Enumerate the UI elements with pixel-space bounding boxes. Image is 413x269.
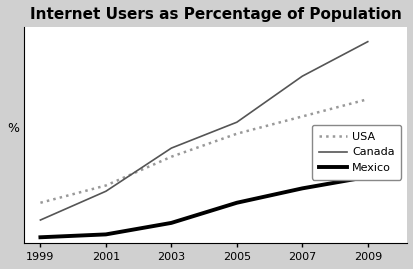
Canada	[38, 218, 43, 222]
Mexico	[103, 233, 108, 236]
Mexico	[234, 201, 239, 204]
Canada	[103, 190, 108, 193]
Mexico	[299, 187, 304, 190]
Line: Mexico: Mexico	[40, 177, 367, 237]
USA	[169, 155, 173, 158]
Mexico	[364, 175, 369, 178]
Canada	[169, 147, 173, 150]
Canada	[299, 75, 304, 78]
USA	[364, 98, 369, 101]
Line: USA: USA	[40, 99, 367, 203]
USA	[38, 201, 43, 204]
USA	[234, 132, 239, 135]
Canada	[364, 40, 369, 43]
USA	[103, 184, 108, 187]
USA	[299, 115, 304, 118]
Legend: USA, Canada, Mexico: USA, Canada, Mexico	[311, 125, 401, 180]
Title: Internet Users as Percentage of Population: Internet Users as Percentage of Populati…	[30, 7, 401, 22]
Mexico	[38, 236, 43, 239]
Y-axis label: %: %	[7, 122, 19, 135]
Canada	[234, 121, 239, 124]
Mexico	[169, 221, 173, 225]
Line: Canada: Canada	[40, 42, 367, 220]
